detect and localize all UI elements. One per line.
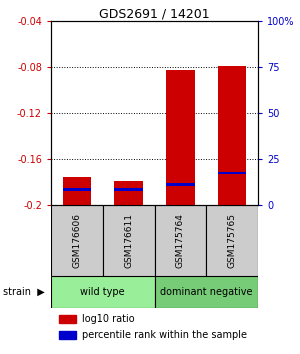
Text: dominant negative: dominant negative: [160, 287, 253, 297]
Bar: [206, 205, 258, 276]
Bar: [218, 66, 246, 205]
Bar: [59, 315, 76, 323]
Bar: [114, 181, 143, 205]
Bar: [51, 276, 154, 308]
Bar: [103, 205, 154, 276]
Text: strain  ▶: strain ▶: [3, 287, 45, 297]
Bar: [63, 188, 91, 191]
Bar: [51, 205, 103, 276]
Bar: [154, 276, 258, 308]
Text: GSM175765: GSM175765: [228, 213, 237, 268]
Bar: [114, 188, 143, 191]
Text: log10 ratio: log10 ratio: [82, 314, 135, 324]
Text: GSM175764: GSM175764: [176, 213, 185, 268]
Bar: [218, 172, 246, 175]
Bar: [166, 70, 195, 205]
Bar: [166, 183, 195, 185]
Text: percentile rank within the sample: percentile rank within the sample: [82, 330, 247, 340]
Bar: [63, 177, 91, 205]
Bar: [154, 205, 206, 276]
Bar: [59, 331, 76, 339]
Title: GDS2691 / 14201: GDS2691 / 14201: [99, 7, 210, 20]
Text: GSM176606: GSM176606: [72, 213, 81, 268]
Text: wild type: wild type: [80, 287, 125, 297]
Text: GSM176611: GSM176611: [124, 213, 133, 268]
